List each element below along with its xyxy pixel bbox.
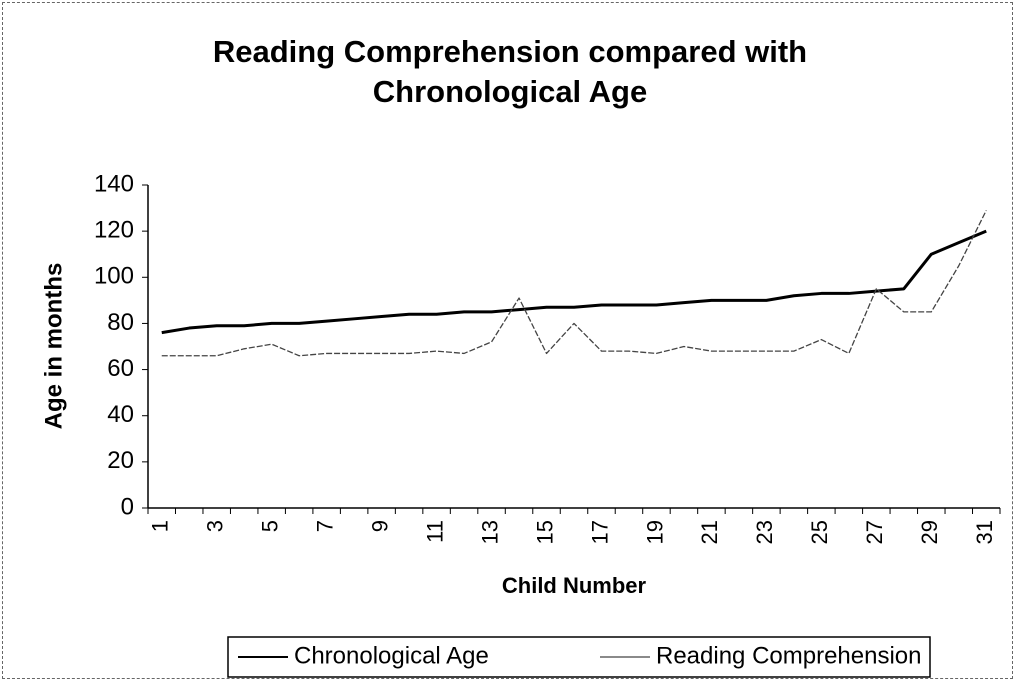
- x-tick-label: 17: [587, 520, 612, 544]
- x-tick-label: 23: [752, 520, 777, 544]
- x-tick-label: 3: [203, 520, 228, 532]
- y-tick-label: 0: [121, 493, 134, 520]
- x-tick-label: 5: [257, 520, 282, 532]
- x-tick-label: 7: [312, 520, 337, 532]
- x-tick-label: 13: [477, 520, 502, 544]
- y-tick-label: 40: [107, 401, 134, 428]
- x-tick-label: 1: [148, 520, 173, 532]
- x-tick-label: 11: [422, 520, 447, 543]
- x-tick-label: 21: [697, 520, 722, 544]
- x-tick-label: 27: [862, 520, 887, 544]
- y-tick-label: 120: [94, 216, 134, 243]
- x-tick-label: 9: [367, 520, 392, 532]
- x-tick-label: 19: [642, 520, 667, 544]
- x-axis-label: Child Number: [502, 573, 647, 598]
- y-tick-label: 140: [94, 170, 134, 197]
- x-tick-label: 15: [532, 520, 557, 544]
- series-line: [161, 210, 987, 357]
- x-tick-label: 25: [807, 520, 832, 544]
- x-tick-label: 31: [972, 520, 997, 544]
- legend-label: Reading Comprehension: [656, 642, 922, 669]
- y-tick-label: 60: [107, 355, 134, 382]
- legend-box: [227, 636, 931, 678]
- chart-title: Reading Comprehension compared with Chro…: [212, 34, 808, 109]
- y-tick-label: 80: [107, 309, 134, 336]
- legend-label: Chronological Age: [294, 642, 489, 669]
- x-tick-label: 29: [917, 520, 942, 544]
- y-tick-label: 100: [94, 263, 134, 290]
- series-line: [161, 229, 987, 335]
- y-axis-label: Age in months: [40, 263, 67, 430]
- y-tick-label: 20: [107, 447, 134, 474]
